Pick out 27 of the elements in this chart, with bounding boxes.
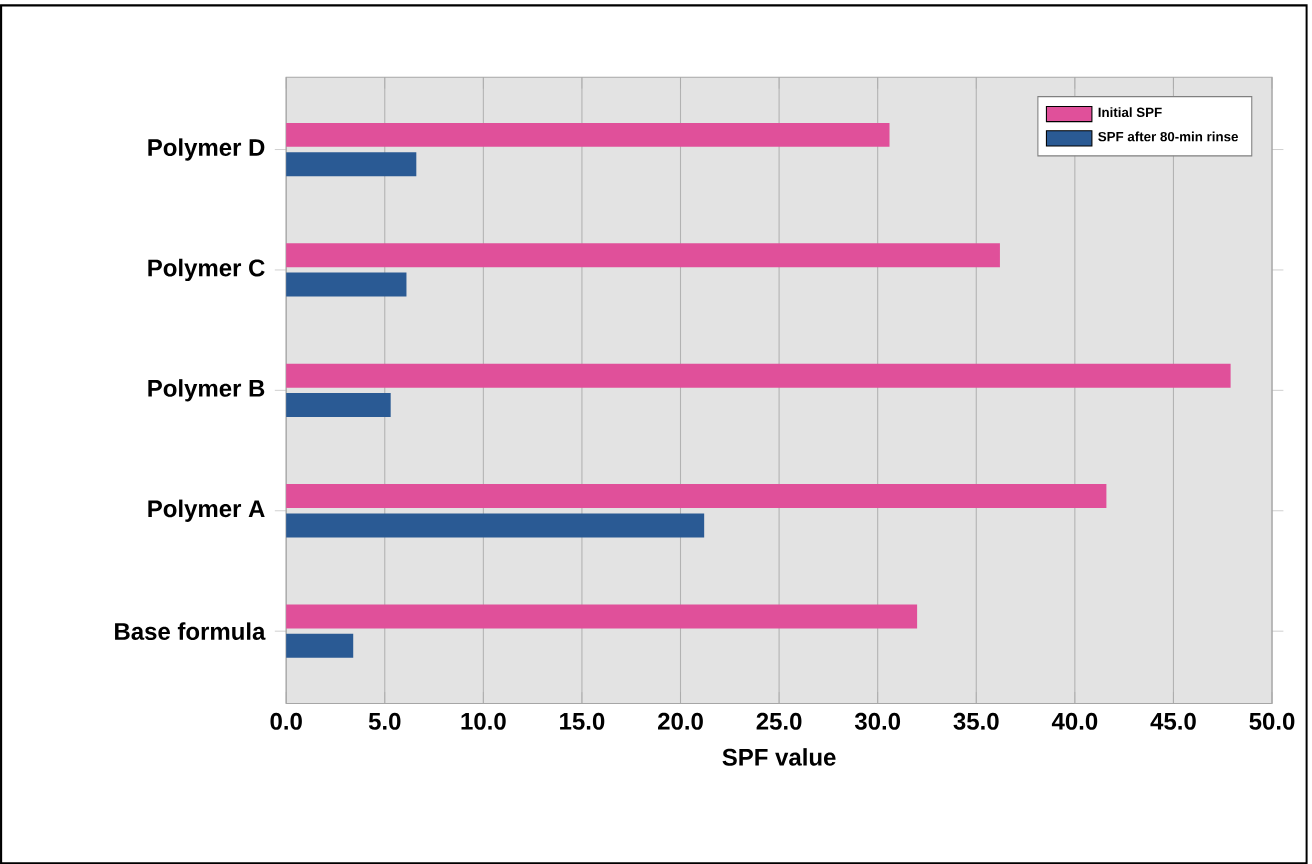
bar [286, 122, 890, 147]
bar [286, 152, 417, 177]
x-tick-label: 40.0 [1051, 712, 1098, 730]
y-tick-label: Base formula [115, 622, 266, 640]
x-tick-label: 10.0 [461, 712, 506, 730]
bar [286, 483, 1107, 508]
bar [286, 272, 407, 297]
bar [286, 633, 354, 658]
bar [286, 392, 391, 417]
x-tick-label: 15.0 [560, 712, 605, 730]
x-tick-label: 25.0 [756, 712, 802, 730]
bar [286, 363, 1231, 388]
bar [286, 243, 1000, 268]
y-tick-label: Polymer A [148, 499, 265, 522]
x-tick-label: 50.0 [1249, 712, 1295, 730]
x-tick-label: 45.0 [1150, 712, 1196, 730]
bar [286, 604, 918, 629]
y-tick-label: Polymer D [148, 138, 265, 161]
x-tick-label: 35.0 [953, 712, 999, 730]
x-tick-label: 30.0 [854, 712, 901, 730]
x-tick-label: 5.0 [368, 712, 401, 730]
x-tick-label: 20.0 [658, 712, 703, 730]
x-tick-label: 0.0 [270, 712, 302, 730]
x-axis-title: SPF value [722, 747, 836, 766]
y-tick-label: Polymer B [148, 379, 265, 402]
y-tick-label: Polymer C [148, 258, 265, 281]
bar [286, 513, 705, 538]
